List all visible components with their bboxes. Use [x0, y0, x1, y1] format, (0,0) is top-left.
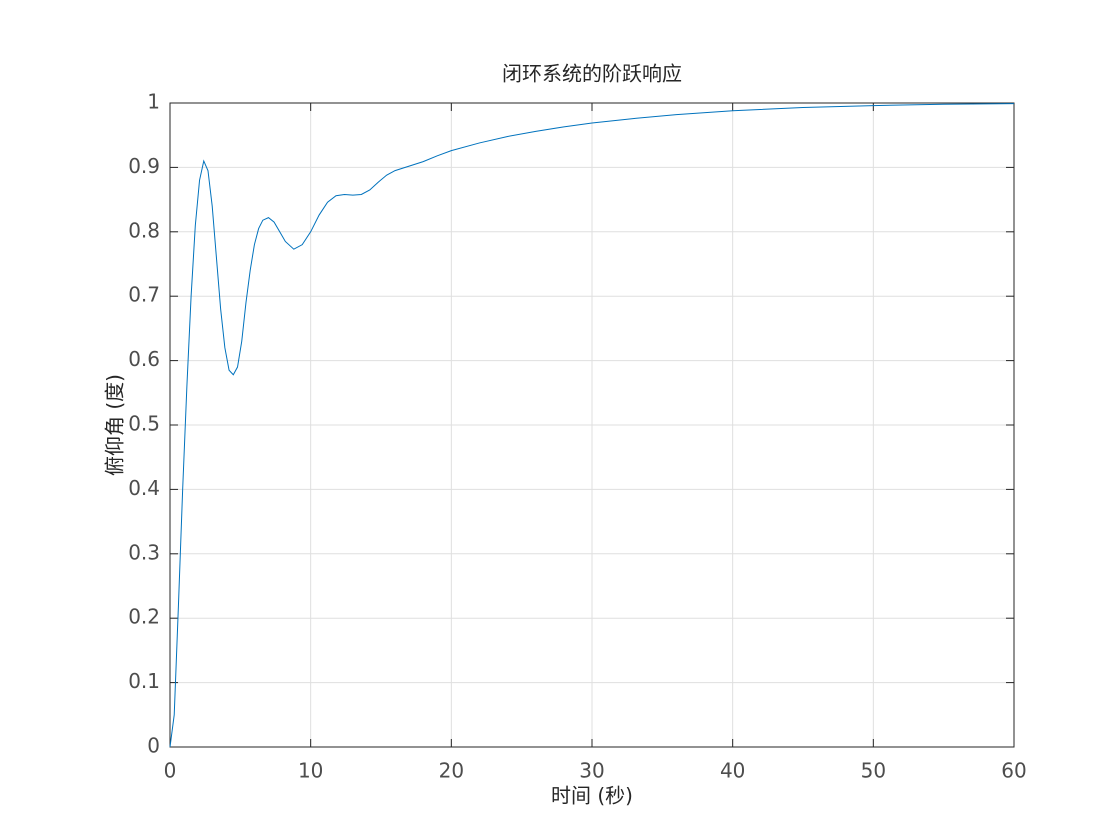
axes-box	[169, 102, 1015, 748]
y-tick-label: 0.1	[128, 669, 160, 693]
x-tick-label: 20	[439, 759, 464, 783]
y-tick-label: 0.6	[128, 347, 160, 371]
x-tick-label: 40	[720, 759, 745, 783]
y-tick-label: 0.3	[128, 540, 160, 564]
y-tick-label: 0.7	[128, 283, 160, 307]
data-line	[169, 103, 1015, 748]
y-tick-label: 0.9	[128, 154, 160, 178]
x-axis-label: 时间 (秒)	[551, 784, 633, 808]
x-tick-label: 30	[579, 759, 604, 783]
y-tick-label: 0.4	[128, 476, 160, 500]
y-tick-label: 0.2	[128, 605, 160, 629]
y-tick-label: 0	[147, 734, 160, 758]
y-tick-label: 1	[147, 90, 160, 114]
chart-title: 闭环系统的阶跃响应	[502, 62, 682, 86]
x-tick-label: 50	[861, 759, 886, 783]
x-tick-label: 0	[164, 759, 177, 783]
y-axis-label: 俯仰角 (度)	[103, 374, 127, 476]
x-tick-label: 60	[1001, 759, 1026, 783]
y-tick-label: 0.8	[128, 218, 160, 242]
x-tick-label: 10	[298, 759, 323, 783]
y-tick-label: 0.5	[128, 412, 160, 436]
